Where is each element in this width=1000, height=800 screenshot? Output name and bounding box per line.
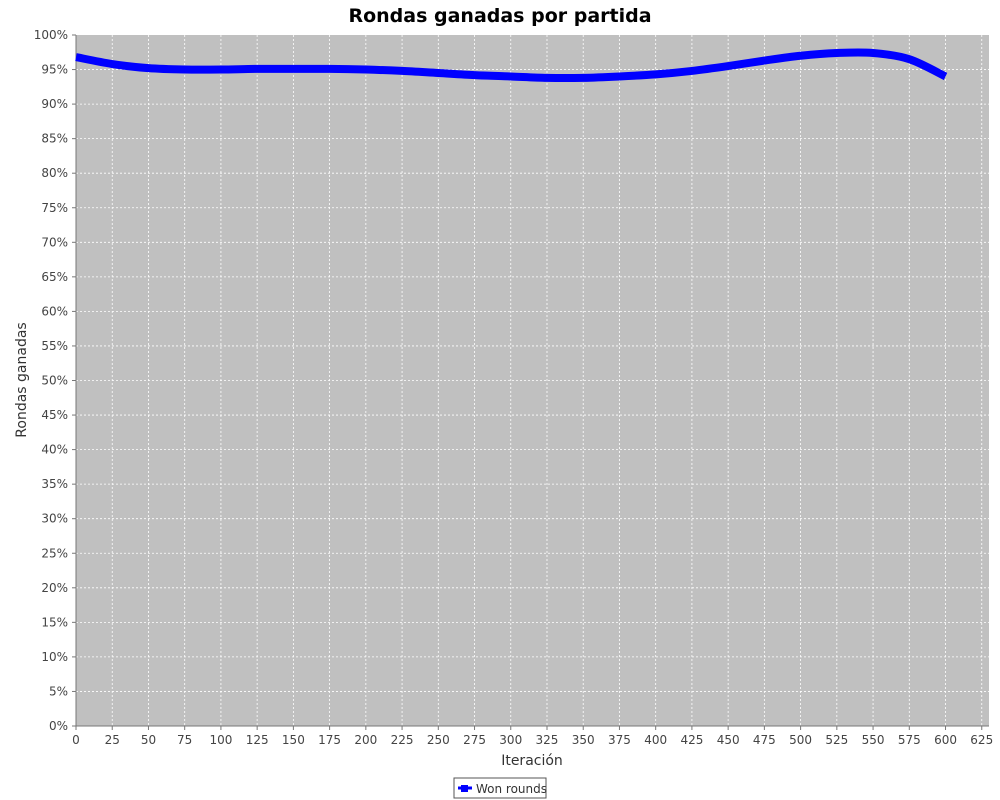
y-tick-label: 95%	[41, 63, 68, 77]
x-tick-label: 250	[427, 733, 450, 747]
y-tick-label: 40%	[41, 443, 68, 457]
y-tick-label: 90%	[41, 97, 68, 111]
y-tick-label: 20%	[41, 581, 68, 595]
y-tick-label: 60%	[41, 304, 68, 318]
y-tick-label: 30%	[41, 512, 68, 526]
legend-box	[453, 777, 547, 799]
x-tick-label: 500	[789, 733, 812, 747]
y-tick-label: 45%	[41, 408, 68, 422]
x-tick-label: 200	[354, 733, 377, 747]
x-tick-label: 325	[536, 733, 559, 747]
x-tick-label: 575	[898, 733, 921, 747]
x-tick-label: 125	[246, 733, 269, 747]
x-tick-label: 350	[572, 733, 595, 747]
x-tick-label: 25	[105, 733, 120, 747]
x-tick-label: 275	[463, 733, 486, 747]
x-tick-label: 100	[209, 733, 232, 747]
x-tick-label: 625	[970, 733, 993, 747]
y-tick-label: 35%	[41, 477, 68, 491]
y-axis: 0% 5% 10% 15% 20% 25% 30% 35% 40% 45% 50% 55% 60% 65%…	[34, 28, 77, 733]
x-axis-label: Iteración	[501, 753, 563, 769]
y-tick-label: 65%	[41, 270, 68, 284]
chart-title: Rondas ganadas por partida	[348, 5, 651, 27]
x-tick-label: 50	[141, 733, 156, 747]
y-tick-label: 80%	[41, 166, 68, 180]
x-tick-label: 0	[72, 733, 80, 747]
x-tick-label: 75	[177, 733, 192, 747]
x-tick-label: 475	[753, 733, 776, 747]
y-tick-label: 5%	[49, 684, 68, 698]
grid-lines	[76, 35, 989, 726]
x-axis: 0 25 50 75 100 125 150 175 200 225 250 275 300 325 350…	[72, 725, 993, 747]
x-tick-label: 150	[282, 733, 305, 747]
x-tick-label: 550	[862, 733, 885, 747]
y-tick-label: 70%	[41, 235, 68, 249]
x-tick-label: 225	[391, 733, 414, 747]
y-tick-label: 75%	[41, 201, 68, 215]
x-tick-label: 300	[499, 733, 522, 747]
x-tick-label: 400	[644, 733, 667, 747]
y-tick-label: 85%	[41, 132, 68, 146]
y-axis-label: Rondas ganadas	[14, 322, 30, 437]
x-tick-label: 425	[680, 733, 703, 747]
y-tick-label: 55%	[41, 339, 68, 353]
series-layer	[75, 48, 948, 83]
x-tick-label: 600	[934, 733, 957, 747]
series-line-won-rounds	[75, 48, 948, 83]
x-tick-label: 375	[608, 733, 631, 747]
x-tick-label: 175	[318, 733, 341, 747]
y-tick-label: 50%	[41, 374, 68, 388]
y-tick-label: 25%	[41, 546, 68, 560]
y-tick-label: 0%	[49, 719, 68, 733]
y-tick-label: 100%	[34, 28, 68, 42]
x-tick-label: 525	[825, 733, 848, 747]
x-tick-label: 450	[717, 733, 740, 747]
legend: Won rounds	[453, 777, 547, 799]
legend-swatch-marker	[461, 785, 468, 792]
legend-entry-won-rounds: Won rounds	[476, 782, 547, 796]
y-tick-label: 15%	[41, 615, 68, 629]
y-tick-label: 10%	[41, 650, 68, 664]
